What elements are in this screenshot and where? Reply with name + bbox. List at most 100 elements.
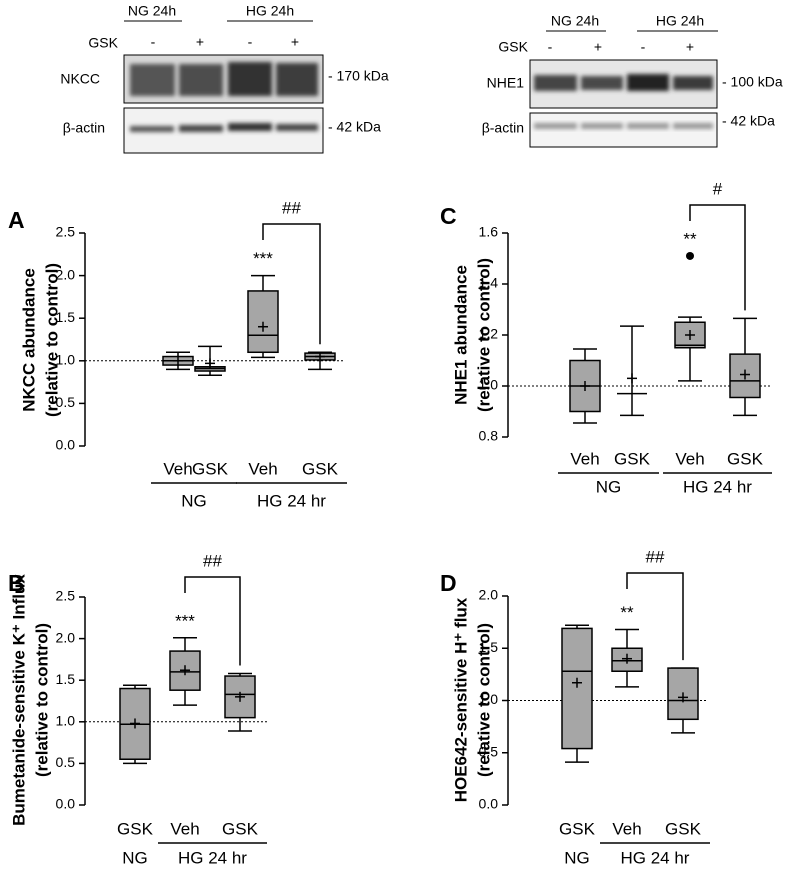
- y-tick-label: 1.5: [56, 671, 76, 687]
- blot-condition: NG 24h: [128, 3, 176, 19]
- bracket-label: ##: [203, 551, 222, 570]
- y-axis-label: NHE1 abundance: [451, 265, 470, 405]
- x-tick-label: Veh: [612, 819, 641, 838]
- y-tick-label: 0.0: [56, 796, 76, 812]
- x-tick-label: Veh: [570, 449, 599, 468]
- band: [179, 64, 223, 96]
- group-label: HG 24 hr: [257, 491, 326, 510]
- bracket: [262, 223, 321, 345]
- group-label: NG: [181, 491, 207, 510]
- bracket: [689, 204, 746, 311]
- box: [247, 290, 279, 354]
- x-tick-label: GSK: [727, 449, 764, 468]
- x-tick-label: GSK: [302, 459, 339, 478]
- blot-panel: [529, 112, 718, 148]
- group-label: NG: [564, 848, 590, 867]
- sign: +: [594, 39, 602, 55]
- y-tick-label: 0.5: [56, 394, 76, 410]
- band: [581, 123, 623, 129]
- blot-size: - 100 kDa: [722, 74, 783, 90]
- y-axis-label: Bumetanide-sensitive K⁺ Influx: [9, 574, 28, 826]
- x-tick-label: Veh: [170, 819, 199, 838]
- band: [228, 123, 272, 131]
- blot-row-label: NHE1: [487, 75, 525, 91]
- bracket-label: ##: [646, 547, 665, 566]
- bracket: [626, 572, 684, 661]
- blot-size: - 42 kDa: [722, 113, 775, 129]
- y-tick-label: 2.5: [56, 588, 76, 604]
- y-tick-label: 1.0: [479, 691, 499, 707]
- band: [673, 76, 713, 90]
- x-tick-label: Veh: [248, 459, 277, 478]
- y-axis-label: (relative to control): [474, 258, 493, 412]
- bands: [534, 74, 713, 91]
- blot-row-label: β-actin: [482, 120, 524, 136]
- y-tick-label: 1.0: [56, 352, 76, 368]
- y-axis-label: (relative to control): [32, 623, 51, 777]
- box: [169, 650, 201, 691]
- y-tick-label: 1.6: [479, 224, 499, 240]
- sign: -: [151, 34, 156, 50]
- sign: +: [291, 34, 299, 50]
- significance-label: ***: [175, 611, 195, 630]
- band: [627, 123, 669, 129]
- blot-condition: HG 24h: [246, 3, 294, 19]
- panel-letter: C: [440, 203, 457, 229]
- sign: +: [196, 34, 204, 50]
- blot-condition: NG 24h: [551, 13, 599, 29]
- sign: -: [641, 39, 646, 55]
- bands: [130, 123, 318, 132]
- significance-label: **: [620, 603, 634, 622]
- y-tick-label: 2.5: [56, 224, 76, 240]
- x-tick-label: Veh: [675, 449, 704, 468]
- y-tick-label: 0.5: [56, 754, 76, 770]
- y-tick-label: 0.8: [479, 428, 499, 444]
- y-tick-label: 1.0: [56, 713, 76, 729]
- y-tick-label: 1.2: [479, 326, 499, 342]
- y-tick-label: 1.5: [56, 309, 76, 325]
- group-label: HG 24 hr: [621, 848, 690, 867]
- y-tick-label: 2.0: [479, 587, 499, 603]
- box: [561, 627, 593, 750]
- panel-letter: D: [440, 570, 457, 596]
- band: [627, 74, 669, 91]
- band: [179, 125, 223, 132]
- y-tick-label: 1.4: [479, 275, 499, 291]
- band: [276, 124, 318, 131]
- blot-right: NG 24h HG 24h GSK - + - + NHE1 - 100 kDa…: [482, 13, 783, 148]
- x-tick-label: GSK: [222, 819, 259, 838]
- bands: [130, 62, 318, 96]
- y-tick-label: 2.0: [56, 266, 76, 282]
- x-tick-label: GSK: [614, 449, 651, 468]
- y-axis-label: (relative to control): [474, 623, 493, 777]
- sign: -: [548, 39, 553, 55]
- panel-letter: B: [8, 570, 25, 596]
- group-label: HG 24 hr: [683, 477, 752, 496]
- band: [130, 126, 174, 132]
- blot-row-label: β-actin: [63, 120, 105, 136]
- band: [673, 123, 713, 129]
- band: [581, 76, 623, 90]
- band: [276, 63, 318, 96]
- x-tick-label: GSK: [192, 459, 229, 478]
- significance-label: ***: [253, 249, 273, 268]
- bracket: [184, 576, 241, 666]
- x-tick-label: GSK: [117, 819, 154, 838]
- x-tick-label: GSK: [665, 819, 702, 838]
- panel-letter: A: [8, 207, 25, 233]
- bracket-label: #: [713, 179, 723, 198]
- band: [130, 64, 175, 96]
- treatment-label: GSK: [88, 35, 118, 51]
- outlier: [686, 251, 694, 260]
- blot-size: - 42 kDa: [328, 119, 381, 135]
- group-label: HG 24 hr: [178, 848, 247, 867]
- band: [228, 62, 272, 96]
- x-tick-label: GSK: [559, 819, 596, 838]
- group-label: NG: [122, 848, 148, 867]
- y-axis-label: (relative to control): [42, 263, 61, 417]
- treatment-label: GSK: [498, 39, 528, 55]
- blot-row-label: NKCC: [60, 71, 100, 87]
- sign: +: [686, 39, 694, 55]
